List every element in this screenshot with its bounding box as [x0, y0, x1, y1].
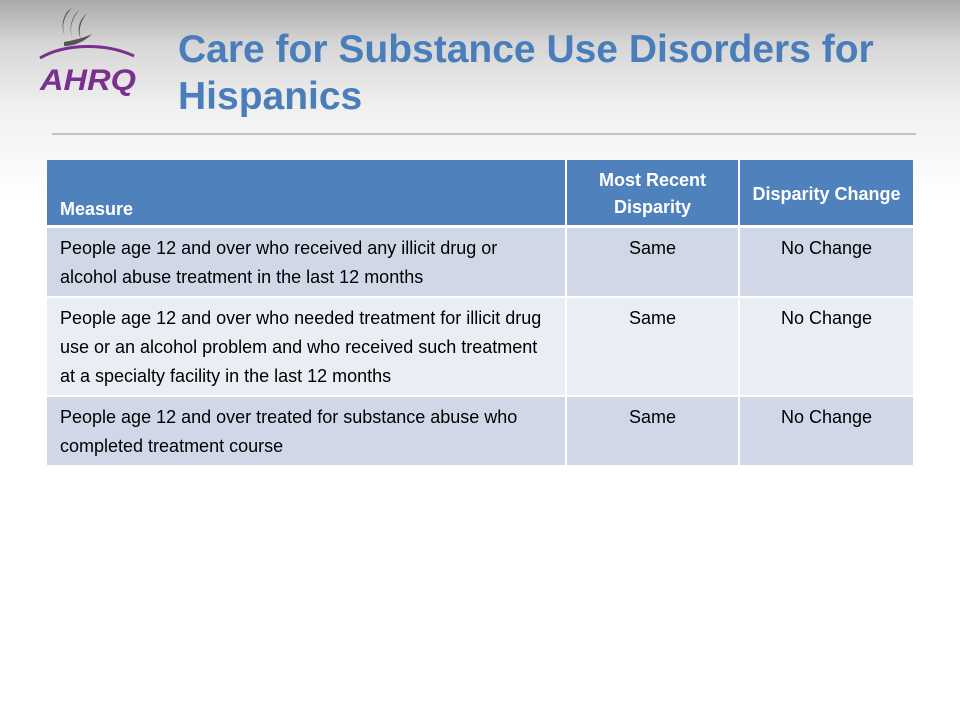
disparity-change-cell: No Change [739, 226, 913, 298]
header-measure: Measure [47, 160, 567, 228]
swoosh-arc [39, 44, 135, 60]
header-most-recent-disparity: Most Recent Disparity [566, 160, 740, 228]
recent-disparity-cell: Same [566, 395, 740, 467]
ahrq-wordmark: AHRQ [39, 64, 136, 96]
measure-cell: People age 12 and over treated for subst… [47, 395, 567, 467]
recent-disparity-cell: Same [566, 226, 740, 298]
table-row: People age 12 and over who needed treatm… [47, 296, 913, 397]
recent-disparity-cell: Same [566, 296, 740, 397]
disparity-change-cell: No Change [739, 395, 913, 467]
table-header-row: Measure Most Recent Disparity Disparity … [47, 160, 913, 228]
title-divider [52, 133, 916, 135]
disparity-table: Measure Most Recent Disparity Disparity … [47, 160, 913, 467]
disparity-change-cell: No Change [739, 296, 913, 397]
hhs-eagle-icon [62, 8, 92, 46]
slide-title: Care for Substance Use Disorders for His… [178, 28, 874, 118]
measure-cell: People age 12 and over who needed treatm… [47, 296, 567, 397]
table-row: People age 12 and over treated for subst… [47, 395, 913, 467]
measure-cell: People age 12 and over who received any … [47, 226, 567, 298]
ahrq-logo: AHRQ [39, 8, 136, 96]
table-row: People age 12 and over who received any … [47, 226, 913, 298]
header-disparity-change: Disparity Change [739, 160, 913, 228]
